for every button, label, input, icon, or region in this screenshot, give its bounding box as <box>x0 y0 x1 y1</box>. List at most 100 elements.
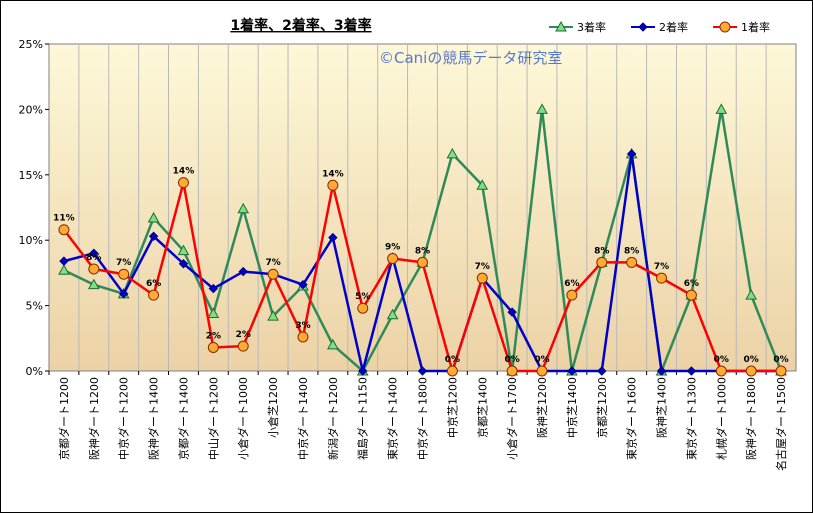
data-point <box>476 179 489 190</box>
data-point <box>536 103 548 114</box>
data-point <box>327 338 339 350</box>
data-label: 8% <box>594 246 609 256</box>
data-label: 0% <box>504 355 519 365</box>
data-point <box>567 366 577 376</box>
category-label: 阪神ダート1200 <box>87 377 101 460</box>
category-label: 中山ダート1200 <box>206 377 220 460</box>
x-axis: 京都ダート1200 阪神ダート1200 中京ダート1200 阪神ダート1400 京都ダー… <box>48 371 788 471</box>
category-label: 新潟ダート1200 <box>326 377 340 460</box>
data-label: 14% <box>173 167 195 177</box>
data-point <box>775 365 787 377</box>
data-point <box>177 177 189 189</box>
category-label: 小倉芝1200 <box>266 377 280 438</box>
data-point <box>446 365 458 377</box>
legend-marker <box>555 20 567 32</box>
legend-marker <box>719 21 731 33</box>
category-label: 東京ダート1600 <box>625 377 639 460</box>
data-label: 0% <box>744 355 759 365</box>
data-label: 5% <box>355 292 370 302</box>
data-point <box>267 310 279 321</box>
y-tick-label: 5% <box>26 300 43 313</box>
data-point <box>386 308 399 320</box>
data-label: 2% <box>206 331 221 341</box>
data-label: 7% <box>116 258 131 268</box>
data-point <box>686 366 697 376</box>
data-point <box>566 289 578 301</box>
data-label: 9% <box>385 243 400 253</box>
data-point <box>656 366 667 376</box>
legend: 3着率 2着率 1着率 <box>549 20 770 34</box>
legend-label: 1着率 <box>741 20 770 34</box>
data-point <box>328 232 338 243</box>
category-label: 京都ダート1400 <box>176 377 190 460</box>
category-label: 中京ダート1400 <box>296 377 310 460</box>
data-point <box>238 266 248 277</box>
data-label: 7% <box>654 262 669 272</box>
category-label: 阪神芝1400 <box>655 377 669 438</box>
data-point <box>417 366 428 376</box>
data-label: 0% <box>773 355 788 365</box>
data-point <box>298 279 308 290</box>
data-point <box>207 307 220 318</box>
data-point <box>88 263 100 275</box>
data-point <box>207 341 219 353</box>
data-point <box>387 253 399 265</box>
category-label: 名古屋ダート1500 <box>774 377 788 471</box>
category-label: 阪神ダート1400 <box>147 377 161 460</box>
category-label: 京都芝1200 <box>595 377 609 438</box>
data-point <box>118 268 130 280</box>
data-label: 8% <box>86 253 101 263</box>
data-label: 6% <box>146 279 161 289</box>
category-label: 中京ダート1200 <box>117 377 131 460</box>
data-point <box>506 365 518 377</box>
data-point <box>208 283 219 294</box>
data-point <box>715 103 728 114</box>
data-label: 11% <box>53 214 75 224</box>
data-point <box>177 244 190 256</box>
category-label: 小倉ダート1000 <box>236 377 250 460</box>
data-point <box>148 231 159 241</box>
category-label: 小倉ダート1700 <box>505 377 519 460</box>
legend-item: 1着率 <box>713 20 770 34</box>
data-label: 2% <box>236 330 251 340</box>
data-point <box>87 278 100 290</box>
plot-area <box>48 43 797 372</box>
data-point <box>357 302 369 314</box>
chart-title: 1着率、2着率、3着率 <box>230 17 371 34</box>
legend-item: 3着率 <box>549 20 606 34</box>
category-label: 中京芝1400 <box>565 377 579 438</box>
category-label: 札幌ダート1000 <box>714 377 728 460</box>
data-point <box>147 211 160 223</box>
data-point <box>715 365 727 377</box>
category-label: 中京芝1200 <box>445 377 459 438</box>
data-point <box>685 289 697 301</box>
legend-item: 2着率 <box>631 20 688 34</box>
data-point <box>237 340 249 352</box>
category-label: 東京ダート1400 <box>386 377 400 460</box>
data-labels: 11% 8% 7% 6% 14% 2% 2% 7% 3% 14% 5% 9% 8% 0% 7% 0% 0% 6% 8… <box>53 167 789 365</box>
data-point <box>745 365 757 377</box>
category-label: 東京ダート1300 <box>684 377 698 460</box>
y-tick-label: 0% <box>26 365 43 378</box>
data-point <box>118 289 129 299</box>
category-label: 京都ダート1200 <box>57 377 71 460</box>
data-point <box>327 179 339 191</box>
y-tick-label: 25% <box>19 38 43 51</box>
data-label: 7% <box>475 262 490 272</box>
data-label: 14% <box>322 169 344 179</box>
category-label: 福島ダート1150 <box>356 377 370 460</box>
data-label: 7% <box>265 258 280 268</box>
data-point <box>596 256 608 268</box>
data-point <box>148 289 160 301</box>
legend-label: 2着率 <box>659 20 688 34</box>
data-point <box>178 259 189 269</box>
category-label: 京都芝1400 <box>475 377 489 438</box>
data-point <box>237 202 250 214</box>
watermark: ©Caniの競馬データ研究室 <box>379 49 562 67</box>
data-point <box>656 272 668 284</box>
y-tick-label: 20% <box>19 103 43 116</box>
data-label: 0% <box>714 355 729 365</box>
data-label: 6% <box>564 279 579 289</box>
